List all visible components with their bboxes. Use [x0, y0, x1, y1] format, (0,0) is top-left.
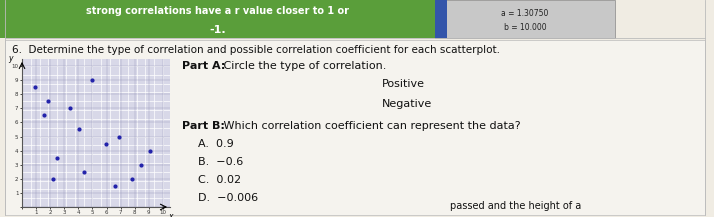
Text: A.  0.9: A. 0.9	[198, 139, 233, 149]
Point	[100, 142, 111, 145]
Text: Positive: Positive	[382, 79, 425, 89]
Point	[74, 128, 85, 131]
Text: x: x	[168, 212, 172, 217]
Point	[144, 149, 156, 152]
Text: Negative: Negative	[382, 99, 432, 109]
Point	[29, 85, 41, 89]
FancyBboxPatch shape	[0, 0, 435, 38]
Text: passed and the height of a: passed and the height of a	[450, 201, 581, 211]
Text: 6.  Determine the type of correlation and possible correlation coefficient for e: 6. Determine the type of correlation and…	[12, 45, 500, 55]
Text: Which correlation coefficient can represent the data?: Which correlation coefficient can repres…	[220, 121, 521, 131]
Text: Circle the type of correlation.: Circle the type of correlation.	[220, 61, 386, 71]
Text: D.  −0.006: D. −0.006	[198, 193, 258, 203]
Point	[43, 100, 54, 103]
FancyBboxPatch shape	[435, 0, 615, 38]
Point	[65, 107, 76, 110]
FancyBboxPatch shape	[435, 0, 447, 38]
FancyBboxPatch shape	[5, 40, 705, 215]
Point	[87, 78, 99, 82]
Point	[114, 135, 125, 138]
Point	[135, 163, 146, 166]
Text: strong correlations have a r value closer to 1 or: strong correlations have a r value close…	[86, 6, 349, 16]
Text: b = 10.000: b = 10.000	[503, 23, 546, 33]
Text: C.  0.02: C. 0.02	[198, 175, 241, 185]
Text: -1.: -1.	[210, 25, 226, 35]
Text: Part B:: Part B:	[182, 121, 225, 131]
Point	[109, 184, 120, 187]
Point	[39, 114, 50, 117]
Text: Part A:: Part A:	[182, 61, 226, 71]
Text: y: y	[9, 54, 13, 64]
Point	[51, 156, 63, 159]
Text: B.  −0.6: B. −0.6	[198, 157, 243, 167]
Text: a = 1.30750: a = 1.30750	[501, 8, 548, 18]
Point	[47, 177, 59, 181]
Point	[126, 177, 138, 181]
Point	[78, 170, 89, 174]
